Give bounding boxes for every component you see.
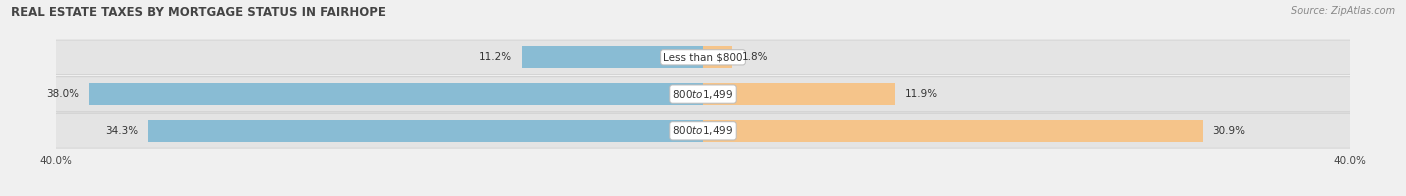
Text: Source: ZipAtlas.com: Source: ZipAtlas.com: [1291, 6, 1395, 16]
Text: $800 to $1,499: $800 to $1,499: [672, 88, 734, 101]
Text: 11.9%: 11.9%: [905, 89, 938, 99]
Bar: [149, 120, 703, 142]
Text: 11.2%: 11.2%: [479, 52, 512, 62]
Bar: [522, 46, 703, 68]
FancyBboxPatch shape: [55, 77, 1351, 111]
Text: 30.9%: 30.9%: [1212, 126, 1246, 136]
FancyBboxPatch shape: [55, 113, 1351, 148]
Bar: [703, 46, 733, 68]
Text: Less than $800: Less than $800: [664, 52, 742, 62]
Text: REAL ESTATE TAXES BY MORTGAGE STATUS IN FAIRHOPE: REAL ESTATE TAXES BY MORTGAGE STATUS IN …: [11, 6, 387, 19]
Bar: [89, 83, 703, 105]
Bar: [703, 83, 896, 105]
Bar: [703, 120, 1202, 142]
Text: 38.0%: 38.0%: [46, 89, 79, 99]
FancyBboxPatch shape: [55, 40, 1351, 75]
Text: 1.8%: 1.8%: [742, 52, 768, 62]
Text: 34.3%: 34.3%: [105, 126, 139, 136]
Text: $800 to $1,499: $800 to $1,499: [672, 124, 734, 137]
